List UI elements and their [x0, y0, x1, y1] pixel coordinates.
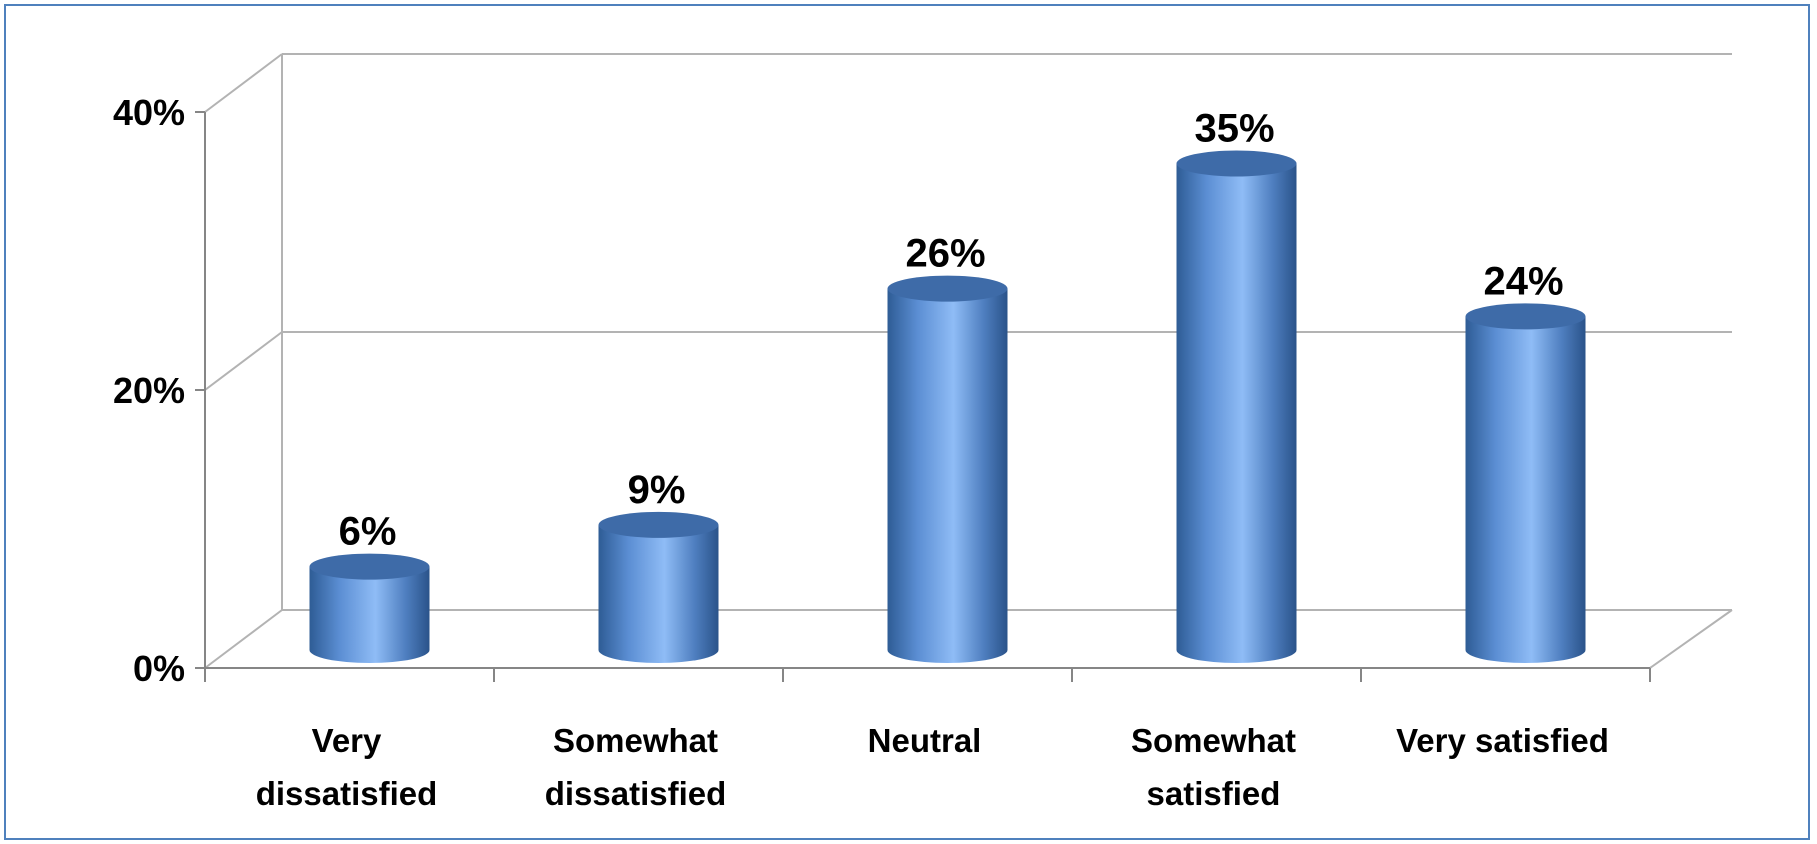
- data-label: 24%: [1483, 259, 1563, 303]
- y-tick-label: 40%: [113, 92, 185, 133]
- y-tick-label: 20%: [113, 370, 185, 411]
- data-label: 6%: [339, 510, 397, 554]
- axes: 0% 20% 40%: [113, 92, 1651, 689]
- bar-body: [309, 566, 430, 663]
- bar-top: [887, 275, 1008, 302]
- bar: [887, 275, 1008, 663]
- labels: 6% 9% 26% 35% 24% Very dissatisfied Somewhat dis…: [256, 107, 1609, 813]
- bar-top: [1465, 303, 1586, 330]
- bar: [598, 511, 719, 663]
- bar: [1465, 303, 1586, 663]
- category-label: Very satisfied: [1396, 722, 1609, 759]
- bar-body: [887, 288, 1008, 663]
- category-label: Somewhat dissatisfied: [545, 722, 727, 812]
- bar-body: [1176, 163, 1297, 663]
- gridline-diagonal: [204, 609, 283, 669]
- bar-body: [1465, 316, 1586, 663]
- category-label: Somewhat satisfied: [1131, 722, 1296, 812]
- bar-top: [309, 553, 430, 580]
- bar-top: [598, 511, 719, 538]
- bar: [309, 553, 430, 663]
- category-label: Very dissatisfied: [256, 722, 438, 812]
- y-tick-label: 0%: [133, 648, 185, 689]
- data-label: 26%: [905, 232, 985, 276]
- bar-top: [1176, 150, 1297, 177]
- floor-right-edge: [1649, 609, 1733, 669]
- gridline-diagonal: [204, 331, 283, 391]
- category-label: Neutral: [868, 722, 982, 759]
- data-label: 35%: [1194, 107, 1274, 151]
- bars: [309, 150, 1586, 663]
- bar: [1176, 150, 1297, 663]
- bar-body: [598, 524, 719, 663]
- gridline-diagonal: [204, 53, 283, 113]
- data-label: 9%: [628, 468, 686, 512]
